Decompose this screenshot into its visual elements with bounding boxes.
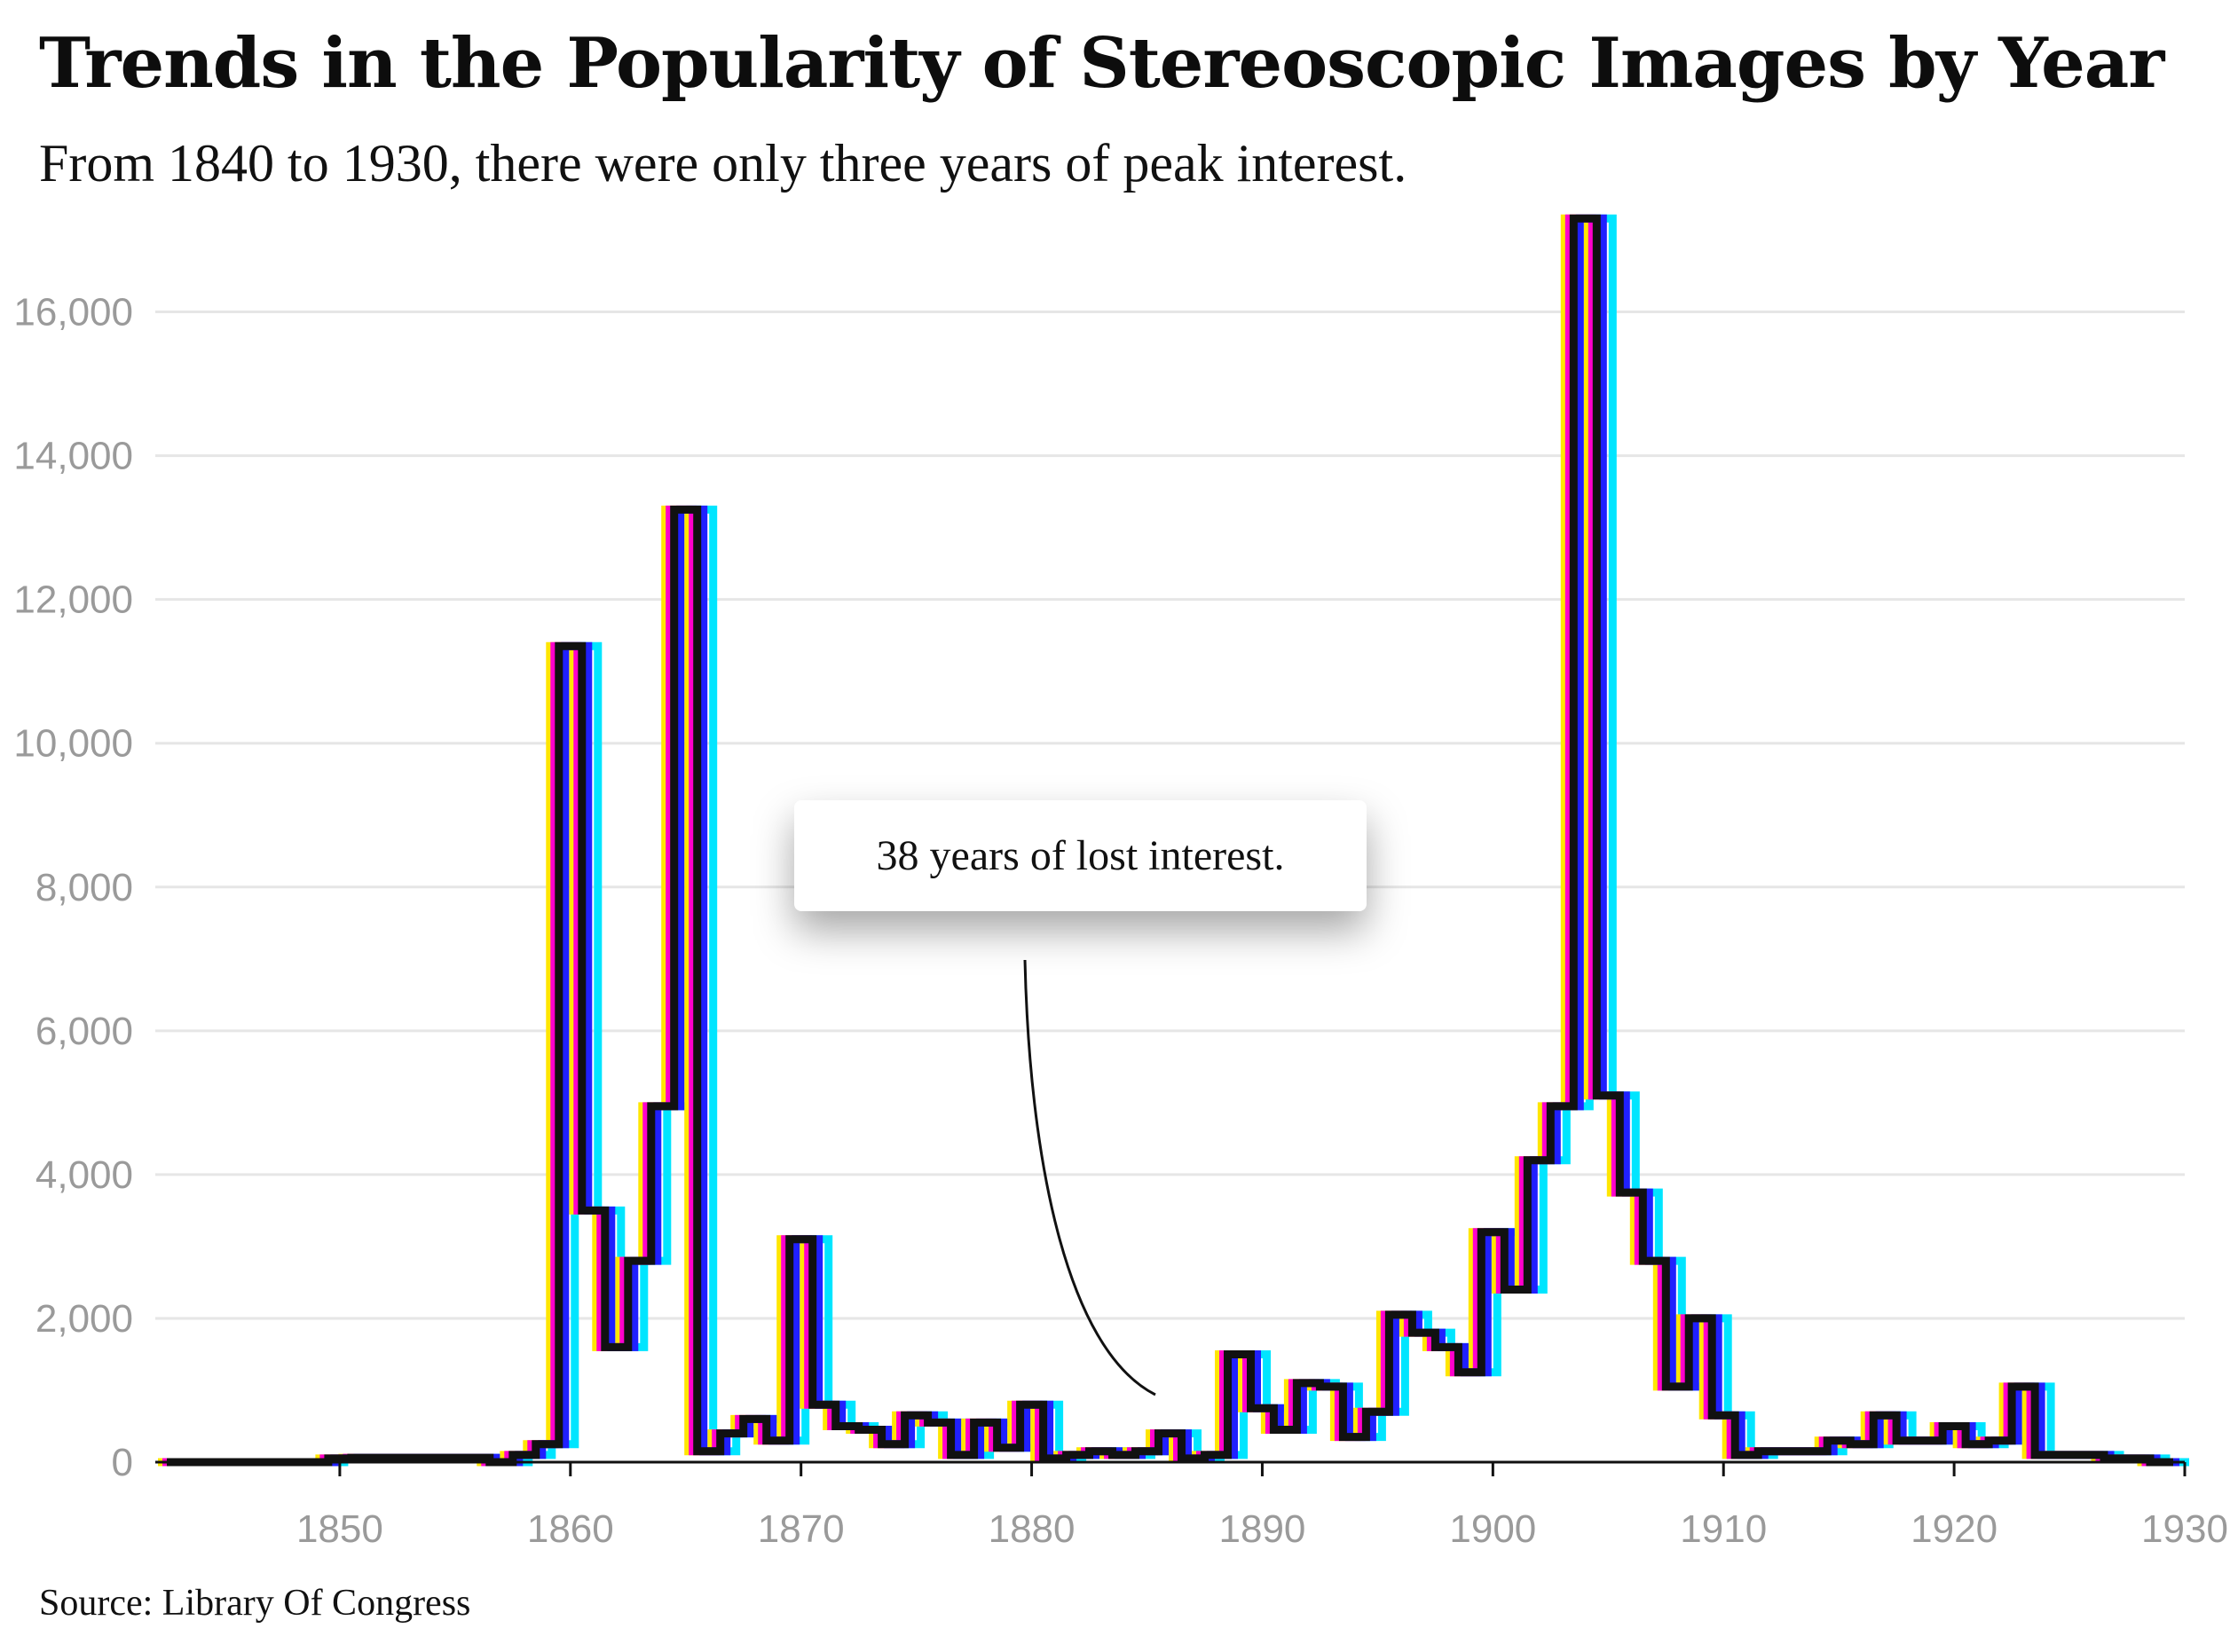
- series-line: [167, 214, 2173, 1467]
- y-tick-label-4000: 4,000: [35, 1153, 133, 1197]
- x-tick-label-1860: 1860: [527, 1507, 614, 1551]
- y-axis-tick-labels: 0 2,000 4,000 6,000 8,000 10,000 12,000 14,000 1…: [13, 291, 133, 1484]
- annotation-leader-line: [1023, 959, 1156, 1396]
- x-tick-label-1870: 1870: [758, 1507, 845, 1551]
- x-tick-label-1920: 1920: [1911, 1507, 1998, 1551]
- chart-title: Trends in the Popularity of Stereoscopic…: [39, 23, 2164, 104]
- source-note: Source: Library Of Congress: [39, 1583, 471, 1624]
- x-axis: [155, 1460, 2187, 1476]
- x-tick-label-1850: 1850: [296, 1507, 383, 1551]
- y-tick-label-6000: 6,000: [35, 1010, 133, 1053]
- chart-subtitle: From 1840 to 1930, there were only three…: [39, 134, 1407, 193]
- gridlines: [155, 311, 2185, 1320]
- y-tick-label-16000: 16,000: [13, 291, 133, 334]
- x-tick-label-1900: 1900: [1449, 1507, 1536, 1551]
- annotation-callout: 38 years of lost interest.: [794, 800, 1367, 911]
- y-tick-label-10000: 10,000: [13, 722, 133, 766]
- x-tick-label-1910: 1910: [1680, 1507, 1767, 1551]
- y-tick-label-8000: 8,000: [35, 866, 133, 909]
- y-tick-label-2000: 2,000: [35, 1297, 133, 1341]
- y-tick-label-14000: 14,000: [13, 435, 133, 478]
- y-tick-label-12000: 12,000: [13, 578, 133, 622]
- x-axis-tick-labels: 1850 1860 1870 1880 1890 1900 1910 1920 1930: [296, 1507, 2228, 1551]
- x-tick-label-1890: 1890: [1219, 1507, 1306, 1551]
- x-tick-label-1930: 1930: [2141, 1507, 2228, 1551]
- y-tick-label-0: 0: [112, 1441, 133, 1484]
- x-tick-label-1880: 1880: [989, 1507, 1076, 1551]
- series-step-line: [158, 214, 2189, 1467]
